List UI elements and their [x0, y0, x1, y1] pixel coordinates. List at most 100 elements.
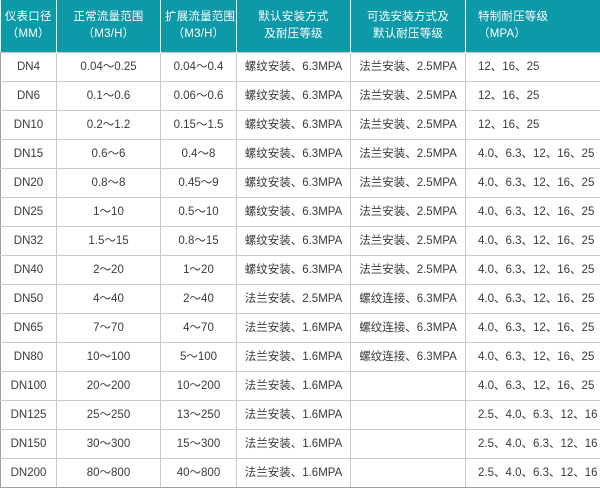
- column-header-optional-install-line2: 默认耐压等级: [355, 26, 461, 43]
- cell-optional-install: 螺纹连接、6.3MPA: [351, 314, 466, 343]
- cell-special-pressure: 12、16、25: [466, 53, 600, 82]
- cell-special-pressure: 2.5、4.0、6.3、12、16: [466, 430, 600, 459]
- cell-default-install: 螺纹安装、6.3MPA: [237, 53, 351, 82]
- cell-extended-flow: 4～70: [161, 314, 237, 343]
- cell-extended-flow: 15～300: [161, 430, 237, 459]
- cell-special-pressure: 2.5、4.0、6.3、12、16: [466, 401, 600, 430]
- cell-optional-install: 法兰安装、2.5MPA: [351, 53, 466, 82]
- cell-extended-flow: 0.15～1.5: [161, 111, 237, 140]
- cell-diameter: DN80: [1, 343, 57, 372]
- cell-extended-flow: 0.06～0.6: [161, 82, 237, 111]
- column-header-special-pressure-line1: 特制耐压等级: [478, 9, 597, 26]
- cell-optional-install: 螺纹连接、6.3MPA: [351, 343, 466, 372]
- cell-extended-flow: 0.5～10: [161, 198, 237, 227]
- column-header-optional-install: 可选安装方式及 默认耐压等级: [351, 0, 466, 53]
- cell-normal-flow: 2～20: [57, 256, 161, 285]
- cell-special-pressure: 4.0、6.3、12、16、25: [466, 227, 600, 256]
- cell-special-pressure: 4.0、6.3、12、16、25: [466, 140, 600, 169]
- cell-extended-flow: 0.04～0.4: [161, 53, 237, 82]
- cell-special-pressure: 12、16、25: [466, 82, 600, 111]
- cell-default-install: 螺纹安装、6.3MPA: [237, 140, 351, 169]
- cell-default-install: 法兰安装、1.6MPA: [237, 430, 351, 459]
- cell-diameter: DN25: [1, 198, 57, 227]
- cell-diameter: DN200: [1, 459, 57, 488]
- column-header-normal-flow-line2: （M3/H）: [61, 26, 156, 43]
- table-header: 仪表口径 （MM） 正常流量范围 （M3/H） 扩展流量范围 （M3/H） 默认…: [1, 0, 600, 53]
- column-header-special-pressure-line2: （MPA）: [478, 26, 597, 43]
- cell-normal-flow: 4～40: [57, 285, 161, 314]
- column-header-special-pressure: 特制耐压等级 （MPA）: [466, 0, 600, 53]
- cell-special-pressure: 12、16、25: [466, 111, 600, 140]
- cell-normal-flow: 0.1～0.6: [57, 82, 161, 111]
- cell-default-install: 螺纹安装、6.3MPA: [237, 111, 351, 140]
- cell-diameter: DN150: [1, 430, 57, 459]
- cell-optional-install: [351, 401, 466, 430]
- column-header-extended-flow-line2: （M3/H）: [165, 26, 232, 43]
- cell-normal-flow: 0.04～0.25: [57, 53, 161, 82]
- cell-default-install: 法兰安装、1.6MPA: [237, 372, 351, 401]
- cell-default-install: 螺纹安装、6.3MPA: [237, 198, 351, 227]
- cell-extended-flow: 40～800: [161, 459, 237, 488]
- cell-extended-flow: 10～200: [161, 372, 237, 401]
- cell-normal-flow: 30～300: [57, 430, 161, 459]
- cell-extended-flow: 1～20: [161, 256, 237, 285]
- cell-normal-flow: 0.8～8: [57, 169, 161, 198]
- cell-default-install: 法兰安装、1.6MPA: [237, 459, 351, 488]
- cell-diameter: DN6: [1, 82, 57, 111]
- column-header-optional-install-line1: 可选安装方式及: [355, 9, 461, 26]
- cell-default-install: 螺纹安装、6.3MPA: [237, 169, 351, 198]
- cell-default-install: 螺纹安装、6.3MPA: [237, 256, 351, 285]
- cell-optional-install: 法兰安装、2.5MPA: [351, 198, 466, 227]
- cell-diameter: DN20: [1, 169, 57, 198]
- cell-normal-flow: 20～200: [57, 372, 161, 401]
- cell-normal-flow: 7～70: [57, 314, 161, 343]
- cell-special-pressure: 4.0、6.3、12、16、25: [466, 343, 600, 372]
- cell-special-pressure: 4.0、6.3、12、16、25: [466, 169, 600, 198]
- cell-optional-install: 法兰安装、2.5MPA: [351, 111, 466, 140]
- cell-default-install: 法兰安装、1.6MPA: [237, 401, 351, 430]
- column-header-extended-flow: 扩展流量范围 （M3/H）: [161, 0, 237, 53]
- cell-optional-install: 法兰安装、2.5MPA: [351, 82, 466, 111]
- cell-normal-flow: 25～250: [57, 401, 161, 430]
- cell-normal-flow: 0.2～1.2: [57, 111, 161, 140]
- cell-extended-flow: 2～40: [161, 285, 237, 314]
- column-header-default-install-line1: 默认安装方式: [241, 9, 346, 26]
- cell-optional-install: 法兰安装、2.5MPA: [351, 140, 466, 169]
- cell-optional-install: [351, 459, 466, 488]
- cell-default-install: 法兰安装、1.6MPA: [237, 314, 351, 343]
- cell-optional-install: 螺纹连接、6.3MPA: [351, 285, 466, 314]
- cell-diameter: DN10: [1, 111, 57, 140]
- column-header-diameter: 仪表口径 （MM）: [1, 0, 57, 53]
- cell-diameter: DN125: [1, 401, 57, 430]
- cell-normal-flow: 10～100: [57, 343, 161, 372]
- cell-optional-install: 法兰安装、2.5MPA: [351, 256, 466, 285]
- cell-extended-flow: 5～100: [161, 343, 237, 372]
- cell-default-install: 法兰安装、1.6MPA: [237, 343, 351, 372]
- cell-optional-install: 法兰安装、2.5MPA: [351, 227, 466, 256]
- column-header-default-install-line2: 及耐压等级: [241, 26, 346, 43]
- cell-default-install: 螺纹安装、6.3MPA: [237, 82, 351, 111]
- table-header-row: 仪表口径 （MM） 正常流量范围 （M3/H） 扩展流量范围 （M3/H） 默认…: [1, 0, 600, 53]
- cell-optional-install: [351, 372, 466, 401]
- cell-diameter: DN50: [1, 285, 57, 314]
- cell-normal-flow: 1～10: [57, 198, 161, 227]
- cell-normal-flow: 0.6～6: [57, 140, 161, 169]
- cell-extended-flow: 0.4～8: [161, 140, 237, 169]
- cell-diameter: DN32: [1, 227, 57, 256]
- column-header-diameter-line1: 仪表口径: [5, 9, 53, 26]
- cell-extended-flow: 0.45～9: [161, 169, 237, 198]
- cell-extended-flow: 0.8～15: [161, 227, 237, 256]
- column-header-default-install: 默认安装方式 及耐压等级: [237, 0, 351, 53]
- cell-normal-flow: 1.5～15: [57, 227, 161, 256]
